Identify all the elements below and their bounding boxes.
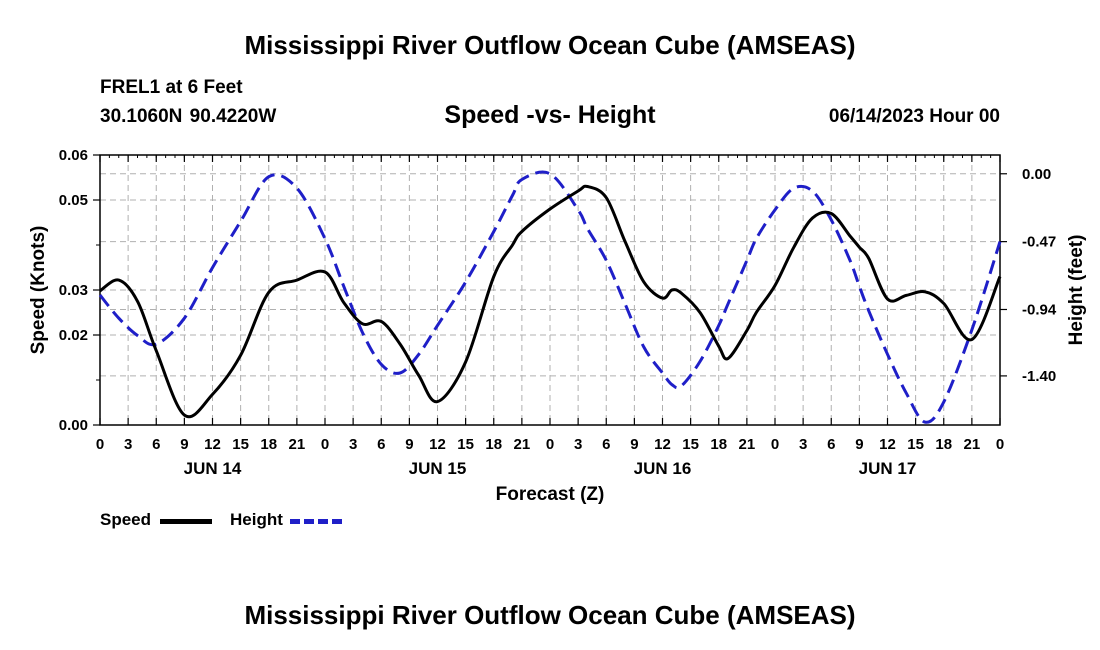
datetime-label: 06/14/2023 Hour 00 xyxy=(828,106,1000,127)
x-tick-label: 0 xyxy=(996,436,1004,453)
y2-tick-label: -0.94 xyxy=(1022,301,1057,318)
x-tick-label: 18 xyxy=(260,436,277,453)
station-label: FREL1 at 6 Feet xyxy=(100,77,243,98)
x-tick-label: 12 xyxy=(654,436,671,453)
x-tick-label: 15 xyxy=(907,436,924,453)
x-tick-label: 9 xyxy=(855,436,863,453)
y-tick-label: 0.05 xyxy=(59,192,88,209)
x-tick-label: 3 xyxy=(124,436,132,453)
x-tick-label: 21 xyxy=(289,436,306,453)
coordinates-label: 30.1060N 90.4220W xyxy=(100,106,277,127)
x-tick-label: 3 xyxy=(799,436,807,453)
day-label: JUN 16 xyxy=(634,459,692,478)
x-tick-label: 12 xyxy=(204,436,221,453)
speed-height-chart: 0 3 6 9 12 15 18 21 0 3 6 9 12 15 18 21 0 3 6 9 12 15 18 21 0 3 6 9… xyxy=(28,147,1087,505)
legend-speed-label: Speed xyxy=(100,510,152,529)
x-tick-label: 21 xyxy=(514,436,531,453)
series-line-height xyxy=(98,170,1002,424)
y-axis-label: Speed (Knots) xyxy=(28,226,49,355)
legend-height-label: Height xyxy=(230,510,283,529)
legend-height-line xyxy=(290,519,342,524)
y2-axis-label: Height (feet) xyxy=(1066,235,1087,346)
x-tick-label: 3 xyxy=(349,436,357,453)
x-axis-label: Forecast (Z) xyxy=(496,484,605,505)
x-tick-label: 6 xyxy=(602,436,610,453)
x-tick-label: 9 xyxy=(405,436,413,453)
main-title: Mississippi River Outflow Ocean Cube (AM… xyxy=(244,30,856,60)
x-tick-label: 15 xyxy=(232,436,249,453)
y2-tick-label: -1.40 xyxy=(1022,368,1056,385)
y-tick-label: 0.00 xyxy=(59,417,88,434)
x-tick-label: 9 xyxy=(180,436,188,453)
series-line-speed xyxy=(99,184,1002,419)
x-tick-label: 12 xyxy=(429,436,446,453)
x-tick-label: 6 xyxy=(377,436,385,453)
day-label: JUN 17 xyxy=(859,459,917,478)
bottom-title: Mississippi River Outflow Ocean Cube (AM… xyxy=(244,600,856,630)
y2-tick-label: -0.47 xyxy=(1022,234,1056,251)
x-tick-label: 6 xyxy=(152,436,160,453)
day-label: JUN 15 xyxy=(409,459,467,478)
x-tick-label: 0 xyxy=(771,436,779,453)
x-tick-label: 9 xyxy=(630,436,638,453)
x-tick-label: 0 xyxy=(546,436,554,453)
x-tick-label: 18 xyxy=(710,436,727,453)
x-tick-label: 21 xyxy=(964,436,981,453)
x-tick-label: 21 xyxy=(739,436,756,453)
x-tick-label: 3 xyxy=(574,436,582,453)
x-tick-label: 18 xyxy=(935,436,952,453)
y2-tick-label: 0.00 xyxy=(1022,166,1051,183)
x-tick-label: 6 xyxy=(827,436,835,453)
x-tick-label: 0 xyxy=(96,436,104,453)
x-tick-label: 15 xyxy=(682,436,699,453)
day-label: JUN 14 xyxy=(184,459,242,478)
y-tick-label: 0.06 xyxy=(59,147,88,164)
x-tick-label: 0 xyxy=(321,436,329,453)
x-tick-label: 18 xyxy=(485,436,502,453)
x-tick-label: 12 xyxy=(879,436,896,453)
legend-speed-line xyxy=(160,519,212,524)
y-tick-label: 0.03 xyxy=(59,282,88,299)
chart-title: Speed -vs- Height xyxy=(444,101,656,129)
x-tick-label: 15 xyxy=(457,436,474,453)
y-tick-label: 0.02 xyxy=(59,327,88,344)
